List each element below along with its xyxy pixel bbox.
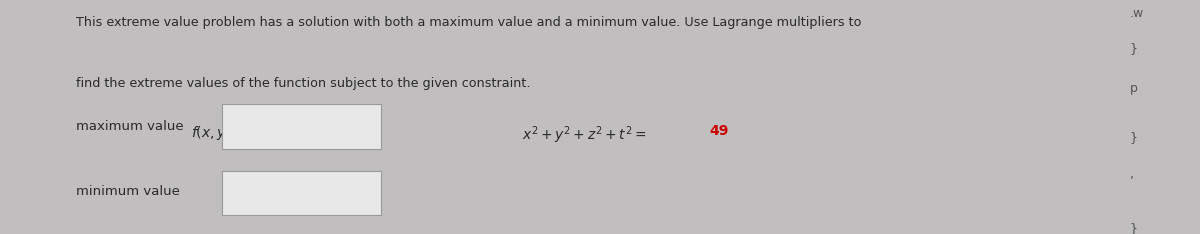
Text: maximum value: maximum value (77, 120, 184, 133)
Text: p: p (1130, 82, 1138, 95)
Text: find the extreme values of the function subject to the given constraint.: find the extreme values of the function … (77, 77, 530, 90)
Text: 49: 49 (709, 124, 728, 138)
Text: }: } (1130, 42, 1138, 55)
Text: minimum value: minimum value (77, 185, 180, 198)
FancyBboxPatch shape (222, 104, 382, 149)
Text: $\mathit{f}(\mathit{x, y, z, t}) = \mathit{x + y + z + t};$: $\mathit{f}(\mathit{x, y, z, t}) = \math… (191, 124, 359, 142)
FancyBboxPatch shape (222, 171, 382, 215)
Text: $\mathit{x}^2 + \mathit{y}^2 + \mathit{z}^2 + \mathit{t}^2 = $: $\mathit{x}^2 + \mathit{y}^2 + \mathit{z… (522, 124, 647, 146)
Text: .w: .w (1130, 7, 1144, 20)
Text: This extreme value problem has a solution with both a maximum value and a minimu: This extreme value problem has a solutio… (77, 16, 862, 29)
Text: ,: , (1130, 168, 1134, 182)
Text: }: } (1130, 131, 1138, 144)
Text: }: } (1130, 222, 1138, 234)
